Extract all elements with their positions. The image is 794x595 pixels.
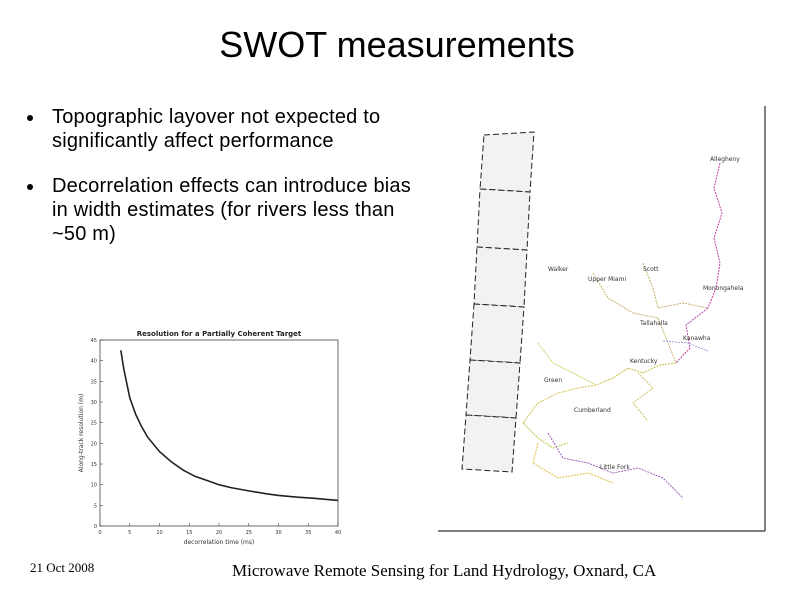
river-tennessee [532,442,614,484]
resolution-chart: Resolution for a Partially Coherent Targ… [78,330,341,546]
y-tick-label: 15 [91,462,97,468]
bullet-list: Topographic layover not expected to sign… [22,105,422,267]
river-kanawha [662,340,709,352]
swath-segment [461,414,517,473]
map-label-scott: Scott [643,266,659,273]
map-label-cumberland: Cumberland [574,407,611,414]
x-axis-label: decorrelation time (ms) [184,539,255,546]
bullet-item: Topographic layover not expected to sign… [22,105,422,153]
bullet-icon [27,115,33,121]
map-label-upper-miami: Upper Miami [588,276,626,283]
bullet-item: Decorrelation effects can introduce bias… [22,174,422,246]
river-kentucky [632,372,654,422]
river-cumberland [547,432,684,499]
footer-conference: Microwave Remote Sensing for Land Hydrol… [232,561,657,580]
y-tick-label: 30 [91,400,97,406]
x-tick-label: 25 [246,530,252,536]
river-network [522,162,723,499]
river-upper [675,307,709,364]
river-ohio-upper [595,362,677,386]
map-label-allegheny: Allegheny [710,156,740,163]
x-tick-label: 35 [305,530,311,536]
river-basin-map: Allegheny Walker Upper Miami Scott Monon… [438,106,766,532]
bullet-icon [27,184,33,190]
map-label-green: Green [544,377,562,384]
x-tick-label: 10 [156,530,162,536]
river-allegheny [707,162,723,309]
river-miami [592,272,677,364]
bullet-text: Decorrelation effects can introduce bias… [52,175,411,245]
swath-segment [465,359,521,419]
y-tick-label: 20 [91,441,97,447]
y-tick-label: 10 [91,483,97,489]
swath-segment [476,188,531,251]
river-scott [642,262,709,309]
y-tick-label: 40 [91,359,97,365]
x-tick-label: 15 [186,530,192,536]
y-tick-label: 45 [91,338,97,344]
y-tick-label: 25 [91,421,97,427]
slide-title: SWOT measurements [219,24,575,65]
river-green [522,422,569,449]
map-label-kanawha: Kanawha [683,335,711,342]
map-label-walker: Walker [548,266,569,273]
map-label-kentucky: Kentucky [630,358,658,365]
x-tick-label: 20 [216,530,222,536]
bullet-text: Topographic layover not expected to sign… [52,106,381,152]
swath-segment [473,246,528,308]
river-ohio [522,384,597,424]
y-tick-label: 0 [94,524,97,530]
map-label-tallahalla: Tallahalla [639,320,668,327]
y-tick-label: 35 [91,379,97,385]
y-axis-label: Along-track resolution (m) [78,394,85,473]
x-tick-label: 5 [128,530,131,536]
series-line [120,350,339,502]
swath-segment [469,303,525,364]
map-label-little-fork: Little Fork [600,464,630,471]
chart-title: Resolution for a Partially Coherent Targ… [137,330,302,338]
x-tick-label: 0 [98,530,101,536]
footer-date: 21 Oct 2008 [30,560,95,575]
y-tick-label: 5 [94,503,97,509]
river-wabash [537,342,597,386]
map-label-monongahela: Monongahela [703,285,744,292]
x-tick-label: 40 [335,530,341,536]
swath-segment [479,131,535,193]
x-tick-label: 30 [275,530,281,536]
swath-strip [461,131,535,473]
